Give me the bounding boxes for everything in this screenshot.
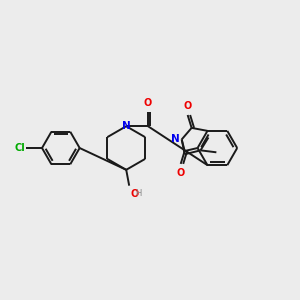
Text: O: O: [130, 189, 138, 199]
Text: O: O: [144, 98, 152, 108]
Text: H: H: [135, 189, 142, 198]
Text: O: O: [177, 168, 185, 178]
Text: N: N: [122, 121, 130, 131]
Text: Cl: Cl: [14, 143, 25, 153]
Text: O: O: [184, 101, 192, 111]
Text: N: N: [171, 134, 180, 144]
